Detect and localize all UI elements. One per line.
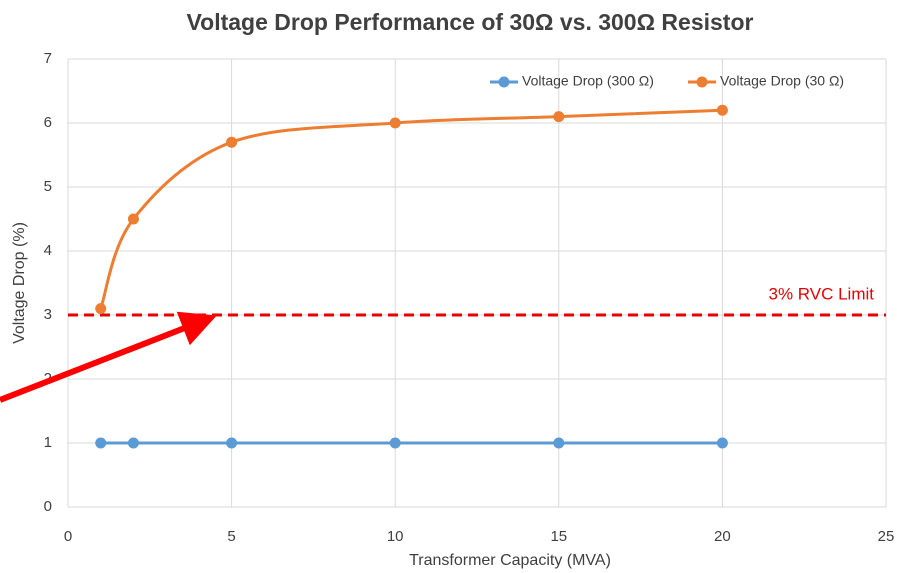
x-tick-label: 10 bbox=[387, 528, 404, 545]
x-tick-label: 15 bbox=[550, 528, 567, 545]
y-tick-label: 4 bbox=[44, 242, 52, 259]
data-point bbox=[389, 437, 401, 449]
x-axis-label: Transformer Capacity (MVA) bbox=[409, 552, 611, 569]
y-tick-label: 6 bbox=[44, 114, 52, 131]
x-tick-label: 0 bbox=[64, 528, 72, 545]
y-tick-label: 3 bbox=[44, 306, 52, 323]
legend-label: Voltage Drop (30 Ω) bbox=[720, 73, 844, 89]
data-point bbox=[95, 303, 107, 315]
series-line bbox=[99, 108, 723, 310]
data-point bbox=[127, 213, 139, 225]
x-tick-label: 20 bbox=[714, 528, 731, 545]
legend-label: Voltage Drop (300 Ω) bbox=[522, 73, 654, 89]
chart-title: Voltage Drop Performance of 30Ω vs. 300Ω… bbox=[187, 9, 754, 35]
data-point bbox=[226, 437, 238, 449]
legend-marker bbox=[498, 76, 510, 88]
data-point bbox=[389, 117, 401, 129]
legend-marker bbox=[696, 76, 708, 88]
data-point bbox=[127, 437, 139, 449]
data-point bbox=[716, 437, 728, 449]
x-tick-label: 5 bbox=[227, 528, 235, 545]
data-point bbox=[716, 104, 728, 116]
data-point bbox=[95, 437, 107, 449]
data-point bbox=[553, 437, 565, 449]
y-tick-label: 1 bbox=[44, 434, 52, 451]
y-tick-label: 7 bbox=[44, 50, 52, 67]
data-point bbox=[226, 136, 238, 148]
threshold-label: 3% RVC Limit bbox=[769, 284, 875, 303]
data-point bbox=[553, 111, 565, 123]
y-axis-label: Voltage Drop (%) bbox=[11, 222, 28, 344]
x-tick-label: 25 bbox=[878, 528, 895, 545]
y-tick-label: 5 bbox=[44, 178, 52, 195]
y-tick-label: 0 bbox=[44, 498, 52, 515]
annotation-arrow bbox=[0, 311, 217, 403]
